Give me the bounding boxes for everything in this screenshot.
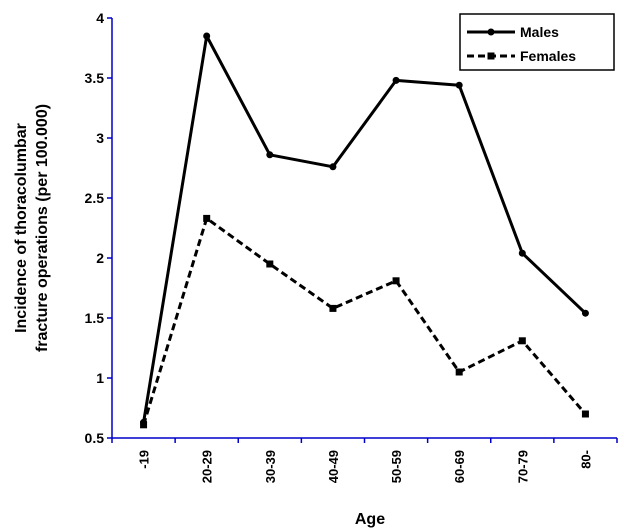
- x-tick-label: 50-59: [389, 450, 404, 483]
- x-tick-label: 60-69: [452, 450, 467, 483]
- x-tick-label: 20-29: [200, 450, 215, 483]
- legend-label-males: Males: [520, 24, 559, 40]
- x-ticks: -19 20-29 30-39 40-49 50-59 60-69 70-79 80-: [111, 438, 618, 483]
- x-tick-label: 30-39: [263, 450, 278, 483]
- point-females-1: [203, 214, 211, 222]
- series-layer: [140, 32, 589, 429]
- legend-box: [459, 13, 615, 71]
- point-females-0: [140, 421, 148, 429]
- point-males-4: [392, 76, 400, 84]
- point-females-7: [581, 410, 589, 418]
- y-tick-label: 1.5: [85, 310, 105, 326]
- x-tick-label: 70-79: [515, 450, 530, 483]
- y-tick-label: 2.5: [85, 190, 105, 206]
- legend-label-females: Females: [520, 48, 576, 64]
- y-tick-label: 2: [96, 250, 104, 266]
- y-axis-title-line-1: Incidence of thoracolumbar: [13, 123, 30, 333]
- series-line-males: [142, 34, 587, 423]
- x-tick-label: 40-49: [326, 450, 341, 483]
- point-males-6: [518, 249, 526, 257]
- y-tick-label: 4: [96, 10, 104, 26]
- x-tick-label: -19: [137, 450, 152, 469]
- y-ticks: 0.5 1 1.5 2 2.5 3 3.5 4: [85, 10, 112, 446]
- point-males-7: [581, 309, 589, 317]
- point-females-2: [266, 260, 274, 268]
- series-line-females: [142, 216, 587, 426]
- legend: Males Females: [459, 13, 615, 71]
- x-axis-title: Age: [355, 511, 385, 528]
- y-tick-label: 0.5: [85, 430, 105, 446]
- y-tick-label: 3.5: [85, 70, 105, 86]
- point-females-3: [329, 304, 337, 312]
- y-tick-label: 1: [96, 370, 104, 386]
- point-females-6: [518, 337, 526, 345]
- y-axis-title-line-2: fracture operations (per 100.000): [34, 104, 51, 352]
- x-tick-label: 80-: [578, 450, 593, 469]
- point-males-2: [266, 151, 274, 159]
- legend-marker-females: [487, 52, 495, 60]
- legend-marker-males: [487, 28, 495, 36]
- point-males-3: [329, 163, 337, 171]
- point-males-1: [203, 32, 211, 40]
- point-females-5: [455, 368, 463, 376]
- point-males-5: [455, 81, 463, 89]
- point-females-4: [392, 277, 400, 285]
- y-tick-label: 3: [96, 130, 104, 146]
